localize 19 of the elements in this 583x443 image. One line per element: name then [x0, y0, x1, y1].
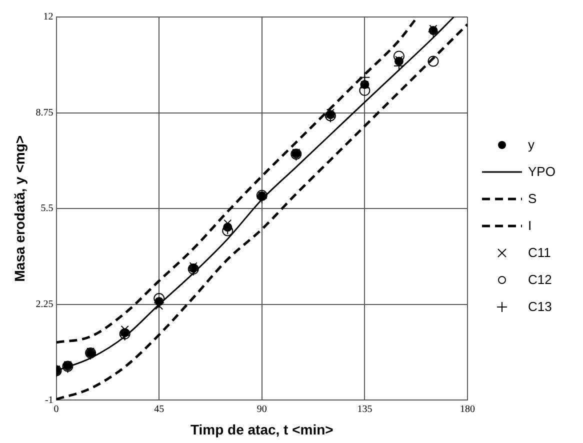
y-axis-title: Masa erodată, y <mg> — [11, 135, 28, 282]
y-tick-label: 8.75 — [36, 107, 54, 118]
legend-label: y — [528, 137, 534, 152]
legend-label: C12 — [528, 272, 552, 287]
y-tick-label: -1 — [44, 394, 54, 406]
y-tick-label: 5.5 — [40, 203, 54, 214]
x-tick-label: 135 — [357, 404, 372, 415]
x-tick-label: 0 — [54, 404, 59, 415]
x-axis-title: Timp de atac, t <min> — [190, 421, 334, 438]
legend-label: C13 — [528, 299, 552, 314]
x-tick-label: 180 — [460, 404, 475, 415]
y-tick-label: 2.25 — [36, 299, 54, 310]
legend-label: I — [528, 218, 532, 233]
legend-label: S — [528, 191, 537, 206]
x-tick-label: 90 — [256, 404, 267, 415]
x-tick-label: 45 — [154, 404, 164, 415]
legend-label: YPO — [528, 164, 556, 179]
legend-label: C11 — [528, 245, 551, 260]
y-tick-label: 12 — [43, 12, 54, 23]
